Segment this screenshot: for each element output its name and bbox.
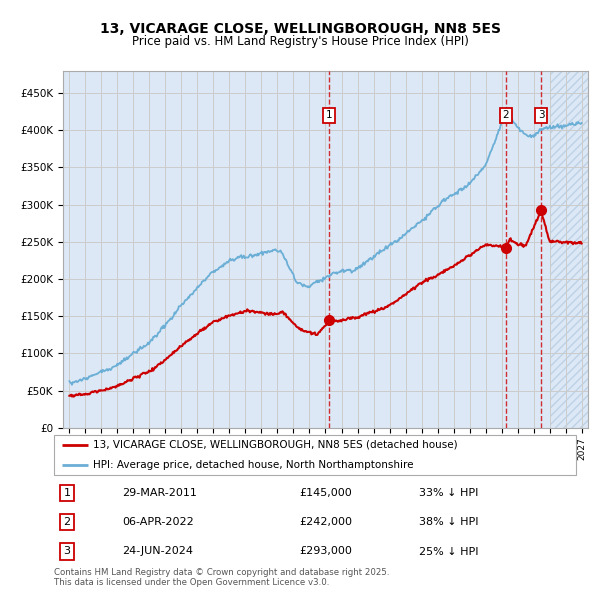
Text: 2: 2 <box>503 110 509 120</box>
Text: £145,000: £145,000 <box>299 489 352 499</box>
Text: 29-MAR-2011: 29-MAR-2011 <box>122 489 197 499</box>
Bar <box>550 71 588 428</box>
Text: HPI: Average price, detached house, North Northamptonshire: HPI: Average price, detached house, Nort… <box>93 460 413 470</box>
Text: 1: 1 <box>326 110 332 120</box>
Text: Contains HM Land Registry data © Crown copyright and database right 2025.
This d: Contains HM Land Registry data © Crown c… <box>54 568 389 587</box>
Text: £242,000: £242,000 <box>299 517 352 527</box>
Text: Price paid vs. HM Land Registry's House Price Index (HPI): Price paid vs. HM Land Registry's House … <box>131 35 469 48</box>
Text: 24-JUN-2024: 24-JUN-2024 <box>122 546 193 556</box>
Text: £293,000: £293,000 <box>299 546 352 556</box>
Text: 33% ↓ HPI: 33% ↓ HPI <box>419 489 479 499</box>
Text: 38% ↓ HPI: 38% ↓ HPI <box>419 517 479 527</box>
Bar <box>550 71 588 428</box>
Text: 13, VICARAGE CLOSE, WELLINGBOROUGH, NN8 5ES: 13, VICARAGE CLOSE, WELLINGBOROUGH, NN8 … <box>100 22 500 36</box>
Text: 1: 1 <box>64 489 71 499</box>
Text: 25% ↓ HPI: 25% ↓ HPI <box>419 546 479 556</box>
Text: 3: 3 <box>64 546 71 556</box>
Text: 3: 3 <box>538 110 545 120</box>
Text: 06-APR-2022: 06-APR-2022 <box>122 517 194 527</box>
Text: 13, VICARAGE CLOSE, WELLINGBOROUGH, NN8 5ES (detached house): 13, VICARAGE CLOSE, WELLINGBOROUGH, NN8 … <box>93 440 458 450</box>
Text: 2: 2 <box>64 517 71 527</box>
FancyBboxPatch shape <box>54 435 576 475</box>
